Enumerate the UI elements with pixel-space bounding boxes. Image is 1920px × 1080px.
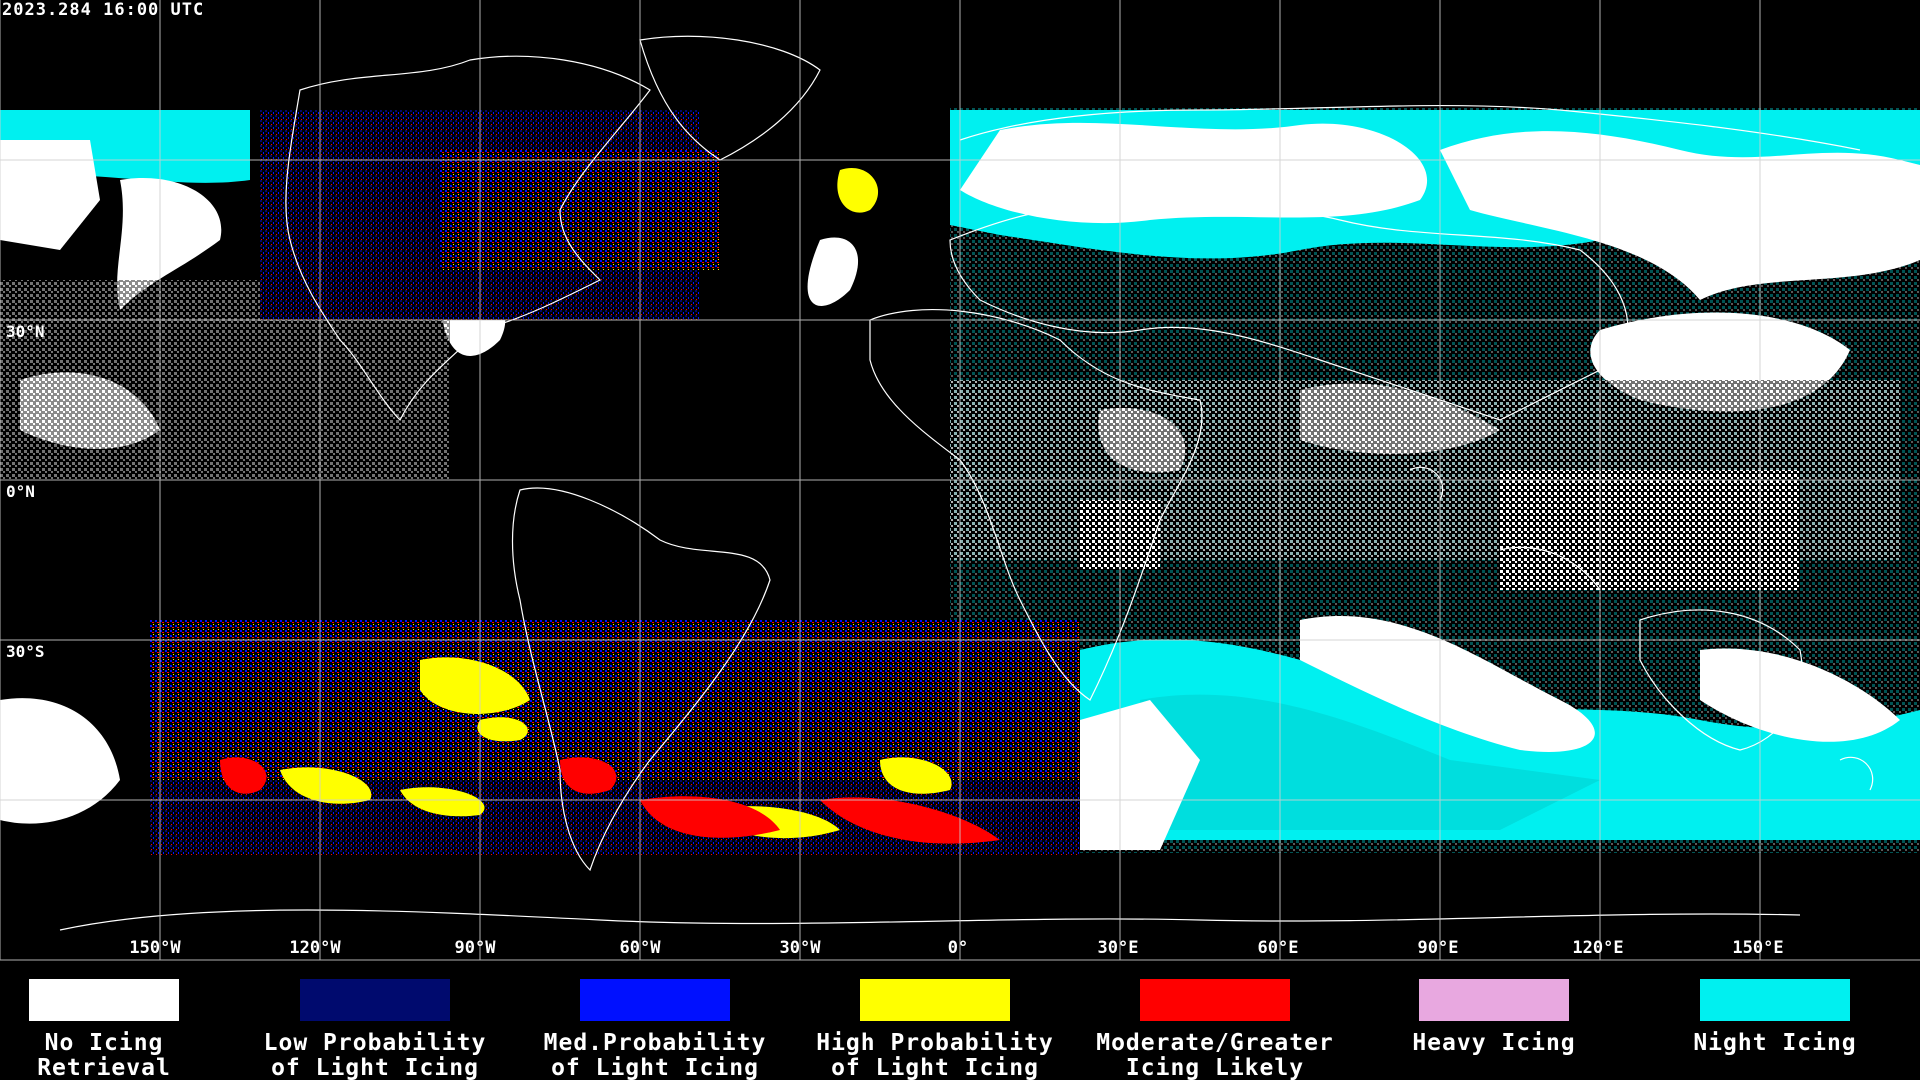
lon-label-150w: 150°W (129, 938, 181, 958)
legend-swatch-high-probability (860, 979, 1010, 1021)
lon-label-0: 0° (947, 938, 969, 958)
legend-item-no-icing: No Icing Retrieval (0, 979, 234, 1080)
legend-item-moderate-greater: Moderate/Greater Icing Likely (1085, 979, 1345, 1080)
lat-label-30n: 30°N (6, 322, 45, 341)
lon-label-30e: 30°E (1097, 938, 1139, 958)
lon-label-30w: 30°W (779, 938, 821, 958)
legend-swatch-night-icing (1700, 979, 1850, 1021)
legend-label-night-icing: Night Icing (1693, 1030, 1857, 1056)
legend-swatch-heavy-icing (1419, 979, 1569, 1021)
lon-label-60w: 60°W (619, 938, 661, 958)
legend-item-low-probability: Low Probability of Light Icing (245, 979, 505, 1080)
legend-item-night-icing: Night Icing (1645, 979, 1905, 1056)
legend-item-high-probability: High Probability of Light Icing (805, 979, 1065, 1080)
world-icing-map (0, 0, 1920, 961)
lon-label-120w: 120°W (289, 938, 341, 958)
lon-label-90w: 90°W (454, 938, 496, 958)
legend: No Icing Retrieval Low Probability of Li… (0, 975, 1920, 1080)
lon-label-60e: 60°E (1257, 938, 1299, 958)
legend-label-heavy-icing: Heavy Icing (1412, 1030, 1576, 1056)
icing-probability-regions (150, 110, 1080, 855)
legend-label-no-icing: No Icing Retrieval (37, 1030, 171, 1080)
legend-swatch-low-probability (300, 979, 450, 1021)
legend-label-moderate-greater: Moderate/Greater Icing Likely (1096, 1030, 1334, 1080)
legend-swatch-moderate-greater (1140, 979, 1290, 1021)
lon-label-150e: 150°E (1732, 938, 1784, 958)
legend-swatch-med-probability (580, 979, 730, 1021)
legend-label-low-probability: Low Probability of Light Icing (263, 1030, 487, 1080)
legend-swatch-no-icing (29, 979, 179, 1021)
legend-label-med-probability: Med.Probability of Light Icing (543, 1030, 767, 1080)
lat-label-0n: 0°N (6, 482, 35, 501)
timestamp-label: 2023.284 16:00 UTC (2, 0, 205, 20)
lon-label-120e: 120°E (1572, 938, 1624, 958)
graticule (0, 0, 1920, 961)
legend-item-med-probability: Med.Probability of Light Icing (525, 979, 785, 1080)
lon-label-90e: 90°E (1417, 938, 1459, 958)
legend-label-high-probability: High Probability of Light Icing (816, 1030, 1054, 1080)
legend-item-heavy-icing: Heavy Icing (1364, 979, 1624, 1056)
lat-label-30s: 30°S (6, 642, 45, 661)
